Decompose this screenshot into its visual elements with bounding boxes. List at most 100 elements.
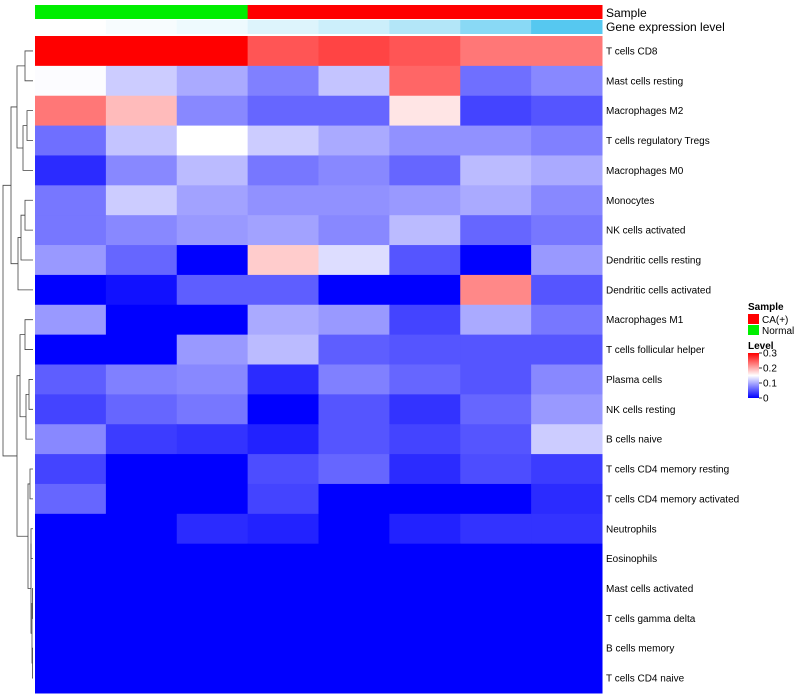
heatmap-cell <box>105 603 178 634</box>
heatmap-cell <box>35 245 107 276</box>
heatmap-cell <box>389 215 461 246</box>
heatmap-cell <box>247 36 320 67</box>
heatmap-cell <box>389 36 461 67</box>
heatmap-cell <box>389 364 461 395</box>
legend-label-normal: Normal <box>762 326 794 337</box>
row-label: T cells CD8 <box>606 46 658 57</box>
heatmap-cell <box>389 543 461 575</box>
sample-annotation-cell <box>105 5 178 19</box>
dendrogram-branch <box>32 588 33 619</box>
heatmap-cell <box>105 334 178 365</box>
heatmap-cell <box>531 304 603 336</box>
dendrogram-branch <box>24 50 33 82</box>
heatmap-cell <box>176 334 249 365</box>
heatmap-cell <box>389 125 461 156</box>
dendrogram-branch <box>25 393 33 440</box>
heatmap-cell <box>318 543 390 575</box>
heatmap-cell <box>318 364 390 395</box>
heatmap-cell <box>247 334 320 365</box>
heatmap-cell <box>460 36 532 67</box>
legend-sample-title: Sample <box>748 302 784 313</box>
heatmap-cell <box>176 125 249 156</box>
heatmap-cell <box>176 155 249 186</box>
dendrogram-branch <box>28 379 33 410</box>
gene-expression-annotation-cell <box>247 20 320 34</box>
heatmap-cell <box>105 424 178 455</box>
heatmap-cell <box>460 95 532 127</box>
heatmap-cell <box>35 125 107 156</box>
sample-annotation-cell <box>460 5 532 19</box>
heatmap-cell <box>318 513 390 545</box>
legend-tick-label: 0 <box>763 394 769 405</box>
heatmap-cell <box>460 394 532 425</box>
legend-label-ca: CA(+) <box>762 315 788 326</box>
heatmap-cell <box>389 573 461 604</box>
heatmap-cell <box>318 424 390 455</box>
heatmap-cell <box>531 543 603 575</box>
heatmap-cell <box>531 95 603 127</box>
legend-swatch-normal <box>748 325 759 335</box>
heatmap-cell <box>531 185 603 216</box>
heatmap-cell <box>318 633 390 664</box>
heatmap-cell <box>247 185 320 216</box>
legend-tick-label: 0.1 <box>763 379 777 390</box>
heatmap-cell <box>389 454 461 485</box>
dendrogram-branch <box>16 65 25 149</box>
dendrogram-branch <box>30 543 32 634</box>
heatmap-cell <box>176 633 249 664</box>
heatmap-cell <box>389 603 461 634</box>
heatmap-cell <box>460 215 532 246</box>
heatmap-cell <box>105 364 178 395</box>
heatmap-cell <box>35 483 107 515</box>
heatmap-cell <box>35 633 107 664</box>
dendrogram-branch <box>17 237 33 291</box>
heatmap-cell <box>318 65 390 97</box>
row-label: Monocytes <box>606 196 654 207</box>
heatmap-cell <box>318 394 390 425</box>
heatmap-cell <box>531 573 603 604</box>
heatmap-cell <box>247 304 320 336</box>
heatmap-cell <box>318 663 390 694</box>
legend-tick-label: 0.3 <box>763 349 777 360</box>
gene-expression-annotation-cell <box>176 20 249 34</box>
heatmap-cell <box>318 95 390 127</box>
heatmap-cell <box>35 36 107 67</box>
heatmap-cell <box>531 36 603 67</box>
row-label: T cells gamma delta <box>606 614 696 625</box>
dendrogram-branch <box>29 468 33 500</box>
heatmap-cell <box>247 424 320 455</box>
heatmap-cell <box>176 424 249 455</box>
heatmap-cell <box>247 65 320 97</box>
column-annotation-tracks <box>35 5 603 34</box>
heatmap-cell <box>247 633 320 664</box>
heatmap-cell <box>389 65 461 97</box>
heatmap-cell <box>105 36 178 67</box>
row-label: T cells follicular helper <box>606 345 705 356</box>
heatmap-cell <box>247 394 320 425</box>
heatmap-cell <box>460 334 532 365</box>
track-label-sample: Sample <box>606 6 647 20</box>
heatmap-cell <box>460 454 532 485</box>
row-label: Eosinophils <box>606 554 657 565</box>
gene-expression-annotation-cell <box>318 20 390 34</box>
heatmap-cell <box>318 573 390 604</box>
heatmap-cell <box>105 663 178 694</box>
dendrogram-branch <box>24 319 33 350</box>
heatmap-cell <box>35 424 107 455</box>
sample-annotation-cell <box>176 5 249 19</box>
heatmap-cell <box>35 364 107 395</box>
heatmap-cell <box>176 573 249 604</box>
heatmap-cell <box>460 274 532 306</box>
heatmap-cell <box>105 155 178 186</box>
heatmap-cell <box>176 304 249 336</box>
row-label: NK cells resting <box>606 405 675 416</box>
legend-tick-label: 0.2 <box>763 364 777 375</box>
row-label: B cells naive <box>606 435 663 446</box>
heatmap-cell <box>318 185 390 216</box>
heatmap-cell <box>176 36 249 67</box>
heatmap-cell <box>389 155 461 186</box>
heatmap-cell <box>531 663 603 694</box>
heatmap-cell <box>105 245 178 276</box>
heatmap-cell <box>35 215 107 246</box>
gene-expression-annotation-cell <box>35 20 107 34</box>
